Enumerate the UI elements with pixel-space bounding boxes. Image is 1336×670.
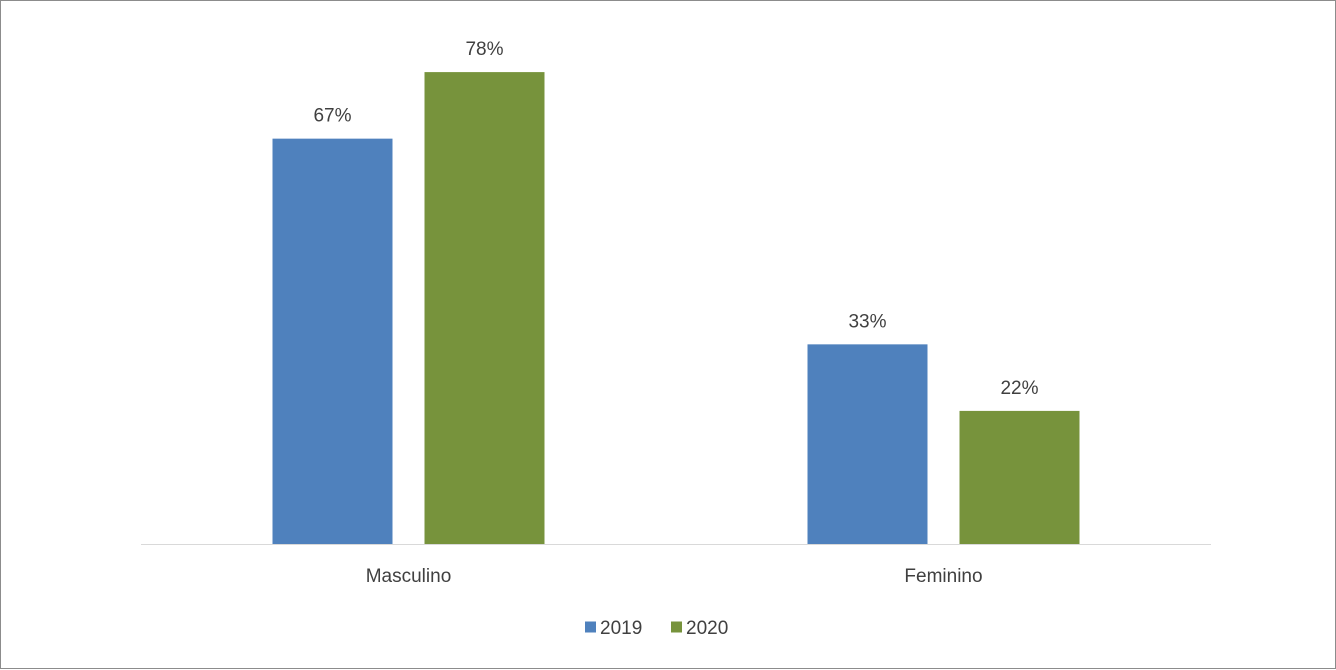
category-label-masculino: Masculino <box>366 566 452 587</box>
legend-swatch-2019 <box>585 622 596 633</box>
data-label-feminino-2019: 33% <box>848 311 886 332</box>
data-label-masculino-2019: 67% <box>313 106 351 127</box>
bar-feminino-2019 <box>808 344 928 544</box>
bar-masculino-2019 <box>273 139 393 544</box>
legend-label-2020: 2020 <box>686 618 728 639</box>
legend-label-2019: 2019 <box>600 618 642 639</box>
legend-swatch-2020 <box>671 622 682 633</box>
bar-masculino-2020 <box>425 72 545 544</box>
category-label-feminino: Feminino <box>904 566 982 587</box>
bar-feminino-2020 <box>960 411 1080 544</box>
data-label-masculino-2020: 78% <box>465 39 503 60</box>
data-label-feminino-2020: 22% <box>1000 378 1038 399</box>
